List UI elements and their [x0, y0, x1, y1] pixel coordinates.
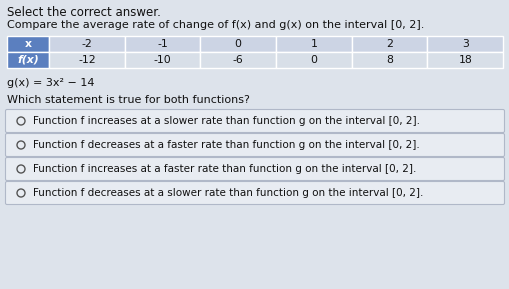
Bar [49, 36, 124, 52]
Bar [427, 36, 502, 52]
Text: 2: 2 [385, 39, 392, 49]
Bar [124, 52, 200, 68]
Text: 18: 18 [458, 55, 471, 65]
Bar [124, 36, 200, 52]
Bar [7, 36, 49, 52]
Text: Function f increases at a faster rate than function g on the interval [0, 2].: Function f increases at a faster rate th… [33, 164, 415, 174]
Text: Which statement is true for both functions?: Which statement is true for both functio… [7, 95, 249, 105]
Text: f(x): f(x) [17, 55, 39, 65]
Text: -2: -2 [81, 39, 92, 49]
Bar [351, 52, 427, 68]
Text: g(x) = 3x² − 14: g(x) = 3x² − 14 [7, 78, 94, 88]
Bar [427, 52, 502, 68]
Text: 1: 1 [310, 39, 317, 49]
Text: 0: 0 [234, 39, 241, 49]
Text: 0: 0 [309, 55, 317, 65]
Text: x: x [24, 39, 32, 49]
FancyBboxPatch shape [6, 158, 503, 181]
Bar [275, 36, 351, 52]
Bar [351, 36, 427, 52]
Bar [200, 52, 275, 68]
Text: Select the correct answer.: Select the correct answer. [7, 6, 160, 19]
FancyBboxPatch shape [6, 134, 503, 157]
FancyBboxPatch shape [6, 110, 503, 132]
Text: Function f decreases at a slower rate than function g on the interval [0, 2].: Function f decreases at a slower rate th… [33, 188, 422, 198]
Text: Function f decreases at a faster rate than function g on the interval [0, 2].: Function f decreases at a faster rate th… [33, 140, 419, 150]
Text: Function f increases at a slower rate than function g on the interval [0, 2].: Function f increases at a slower rate th… [33, 116, 419, 126]
Bar [200, 36, 275, 52]
Text: -6: -6 [232, 55, 243, 65]
Text: Compare the average rate of change of f(x) and g(x) on the interval [0, 2].: Compare the average rate of change of f(… [7, 20, 423, 30]
Text: 8: 8 [385, 55, 392, 65]
FancyBboxPatch shape [6, 181, 503, 205]
Bar [49, 52, 124, 68]
Text: -1: -1 [157, 39, 167, 49]
Text: -12: -12 [78, 55, 96, 65]
Text: 3: 3 [461, 39, 468, 49]
Text: -10: -10 [153, 55, 171, 65]
Bar [275, 52, 351, 68]
Bar [7, 52, 49, 68]
